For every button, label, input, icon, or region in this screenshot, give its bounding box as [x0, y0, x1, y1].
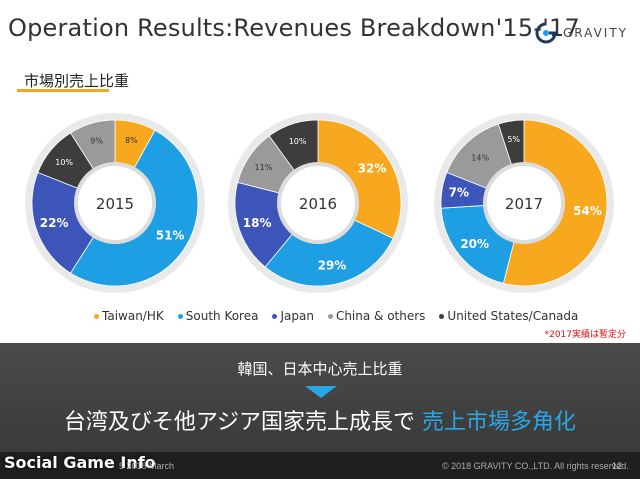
donut-hole: [281, 166, 355, 240]
legend-label: Taiwan/HK: [102, 309, 164, 323]
slice-label: 8%: [125, 136, 138, 145]
legend-dot-icon: [94, 313, 99, 319]
legend-label: United States/Canada: [447, 309, 579, 323]
banner-line2-blue: 売上市場多角化: [422, 410, 577, 435]
donut-charts: 8% 51% 22% 10% 9% 2015 32% 29% 18% 11% 10% 2016 54% 2…: [25, 113, 614, 293]
legend-item: Japan: [272, 309, 314, 323]
provisional-note: *2017実績は暫定分: [544, 330, 626, 340]
legend-dot-icon: [177, 313, 183, 319]
legend-dot-icon: [439, 313, 445, 319]
chart-legend: Taiwan/HK South Korea Japan China & others U…: [94, 309, 578, 323]
banner-line2: 台湾及びそ他アジア国家売上成長で 売上市場多角化: [0, 404, 640, 436]
slice-label: 20%: [460, 237, 489, 251]
footer-copyright: © 2018 GRAVITY CO.,LTD. All rights reser…: [442, 461, 629, 471]
gravity-logo: GRAVITY: [535, 22, 628, 44]
legend-label: China & others: [335, 309, 426, 323]
gravity-logo-icon: [535, 22, 557, 44]
slice-label: 22%: [40, 216, 69, 230]
logo-text: GRAVITY: [563, 26, 628, 40]
donut-hole: [78, 166, 152, 240]
legend-item: South Korea: [177, 309, 259, 323]
slice-label: 9%: [90, 137, 103, 146]
slice-label: 32%: [358, 162, 387, 176]
legend-item: China & others: [327, 309, 426, 323]
legend-item: United States/Canada: [439, 309, 578, 323]
page-title: Operation Results:Revenues Breakdown'15-…: [8, 14, 580, 42]
slice-label: 11%: [255, 163, 273, 172]
legend-dot-icon: [272, 313, 278, 319]
subtitle-underline: [17, 89, 109, 92]
slice-label: 29%: [318, 258, 347, 272]
donut-chart-2017: 54% 20% 7% 14% 5% 2017: [434, 113, 614, 293]
footer-date: 5 2018 March: [119, 461, 175, 471]
section-subtitle: 市場別売上比重: [24, 72, 130, 90]
slice-label: 18%: [243, 216, 272, 230]
legend-item: Taiwan/HK: [94, 309, 164, 323]
banner-line2-white: 台湾及びそ他アジア国家売上成長で: [63, 410, 416, 435]
watermark-logo: Social Game Info: [4, 453, 156, 472]
banner-line1: 韓国、日本中心売上比重: [237, 360, 403, 378]
donut-center-year: 2015: [96, 195, 134, 213]
legend-label: South Korea: [185, 309, 259, 323]
slice-label: 51%: [156, 229, 185, 243]
slice-label: 54%: [573, 204, 602, 218]
slice-label: 5%: [507, 135, 520, 144]
donut-hole: [487, 166, 561, 240]
slice-label: 10%: [55, 158, 73, 167]
donut-chart-2016: 32% 29% 18% 11% 10% 2016: [228, 113, 408, 293]
donut-chart-2015: 8% 51% 22% 10% 9% 2015: [25, 113, 205, 293]
slice-label: 14%: [471, 153, 489, 162]
donut-center-year: 2017: [505, 195, 543, 213]
legend-dot-icon: [327, 313, 333, 319]
page-number: 12: [612, 461, 623, 471]
slice-label: 7%: [449, 186, 469, 200]
slice-label: 10%: [289, 137, 307, 146]
footer-bar: [0, 452, 640, 479]
down-arrow-icon: [305, 386, 337, 398]
legend-label: Japan: [280, 309, 314, 323]
donut-center-year: 2016: [299, 195, 337, 213]
